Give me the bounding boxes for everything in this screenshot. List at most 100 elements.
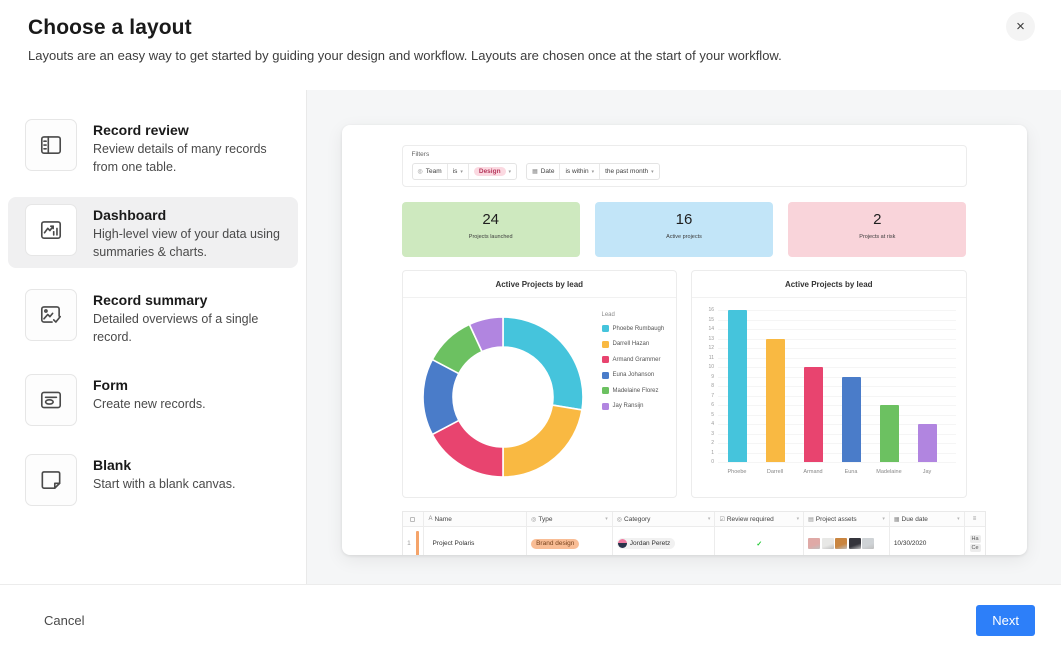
page-title: Choose a layout <box>28 16 192 39</box>
close-button[interactable]: × <box>1006 12 1035 41</box>
y-axis-tick: 7 <box>711 392 714 399</box>
cell-due-date: 10/30/2020 <box>893 540 927 547</box>
blank-icon <box>25 454 77 506</box>
record-review-icon <box>25 119 77 171</box>
x-axis-label: Euna <box>844 469 858 475</box>
y-axis-tick: 11 <box>708 354 714 361</box>
grid-line <box>718 367 956 368</box>
filter-team: ◎ Team is ▾ Design ▾ <box>411 163 518 180</box>
dialog-body: Record review Review details of many rec… <box>0 90 1061 585</box>
record-summary-icon <box>25 289 77 341</box>
checkbox-field-icon: ☑ <box>719 516 725 523</box>
table-header-row: A Name ◎ Type ▾ ◎ Category ▾ ☑ Review required… <box>402 512 985 527</box>
y-axis-tick: 6 <box>711 402 714 408</box>
y-axis-tick: 10 <box>708 364 714 370</box>
chevron-down-icon: ▾ <box>796 516 800 522</box>
donut-slice <box>501 316 584 411</box>
grid-line <box>718 319 956 321</box>
layout-option-title: Form <box>93 377 128 393</box>
dialog-header: Choose a layout Layouts are an easy way … <box>0 0 1061 90</box>
y-axis-tick: 5 <box>711 411 714 418</box>
grid-line <box>718 405 956 406</box>
layout-option-description: High-level view of your data using summa… <box>93 227 280 259</box>
summary-value: 16 <box>675 211 693 228</box>
attachment-icon: ▤ <box>808 516 814 523</box>
summary-value: 24 <box>482 211 499 228</box>
grid-line <box>718 443 956 444</box>
preview-table: A Name ◎ Type ▾ ◎ Category ▾ ☑ Review required… <box>401 511 986 555</box>
chevron-down-icon: ▾ <box>957 516 960 522</box>
y-axis-tick: 8 <box>711 383 714 389</box>
filters-label: Filters <box>411 151 430 158</box>
grid-line <box>718 329 956 330</box>
check-icon: ✓ <box>756 540 763 548</box>
layout-option-title: Dashboard <box>93 207 167 223</box>
list-icon: ≡ <box>972 516 977 522</box>
dialog-footer: Cancel Next <box>0 585 1061 655</box>
grid-line <box>718 338 956 340</box>
layout-option-record-summary[interactable]: Record summary Detailed overviews of a s… <box>8 282 298 353</box>
asset-thumbnails <box>808 538 875 549</box>
asset-thumbnail <box>848 538 861 549</box>
chevron-down-icon: ▾ <box>651 168 654 175</box>
grid-line <box>718 452 956 454</box>
grid-line <box>718 414 956 416</box>
checkbox-icon <box>410 516 416 522</box>
grid-line <box>718 386 956 387</box>
y-axis-tick: 4 <box>711 421 714 427</box>
x-axis-label: Jay <box>922 469 932 475</box>
donut-chart <box>421 316 584 478</box>
filter-operator: is within <box>565 168 589 175</box>
layout-option-description: Review details of many records from one … <box>93 142 267 174</box>
next-button[interactable]: Next <box>976 604 1035 636</box>
summary-value: 2 <box>873 211 882 228</box>
bar-chart-card: Active Projects by lead 0 1 2 3 4 5 6 7 8 9 10 11 12… <box>691 270 967 498</box>
layout-options-panel: Record review Review details of many rec… <box>0 90 306 584</box>
linked-record-pill: Ha <box>969 535 981 543</box>
bar-darrell <box>765 338 785 462</box>
layout-option-title: Record review <box>93 122 189 138</box>
layout-option-description: Start with a blank canvas. <box>93 477 236 491</box>
avatar <box>617 539 627 548</box>
asset-thumbnail <box>835 538 848 549</box>
layout-option-dashboard[interactable]: Dashboard High-level view of your data u… <box>8 197 298 268</box>
column-header: Category <box>624 515 651 523</box>
x-axis-label: Madelaine <box>876 469 902 475</box>
summary-cards: 24 Projects launched 16 Active projects … <box>401 202 967 257</box>
row-color-marker <box>415 530 419 555</box>
y-axis-tick: 16 <box>708 307 714 313</box>
legend-label: Jay Ransijn <box>612 403 644 409</box>
text-field-icon: A <box>428 516 433 522</box>
layout-option-blank[interactable]: Blank Start with a blank canvas. <box>8 447 298 513</box>
calendar-icon: ▦ <box>532 169 538 175</box>
summary-card-projects-launched: 24 Projects launched <box>401 202 580 257</box>
column-header: Due date <box>901 515 928 523</box>
x-axis-label: Armand <box>803 469 823 475</box>
layout-option-record-review[interactable]: Record review Review details of many rec… <box>8 112 298 183</box>
summary-label: Projects launched <box>468 234 513 240</box>
legend-swatch <box>601 371 609 379</box>
bar-jay <box>917 424 937 462</box>
chart-title: Active Projects by lead <box>692 271 966 298</box>
y-axis-tick: 12 <box>708 345 714 351</box>
person-name: Jordan Peretz <box>629 540 671 547</box>
dashboard-preview: Filters ◎ Team is ▾ D <box>341 125 1027 555</box>
cancel-button[interactable]: Cancel <box>44 612 85 628</box>
legend-item: Jay Ransijn <box>601 402 665 410</box>
x-axis-label: Darrell <box>766 469 784 475</box>
y-axis-tick: 0 <box>711 459 714 465</box>
grid-line <box>718 395 956 397</box>
legend-swatch <box>601 325 609 332</box>
bar-armand <box>803 367 823 462</box>
cell-linked-records: Ha Ce <box>965 527 985 555</box>
layout-option-form[interactable]: Form Create new records. <box>8 367 298 433</box>
legend-swatch <box>601 402 609 410</box>
y-axis-tick: 13 <box>708 335 714 342</box>
grid-line <box>718 462 956 463</box>
legend-label: Madelaine Florez <box>612 387 659 394</box>
chevron-down-icon: ▾ <box>591 168 595 175</box>
column-header: Type <box>538 515 553 523</box>
legend-item: Euna Johanson <box>601 371 665 379</box>
legend-label: Darrell Hazan <box>612 341 650 347</box>
legend-label: Phoebe Rumbaugh <box>612 325 665 332</box>
